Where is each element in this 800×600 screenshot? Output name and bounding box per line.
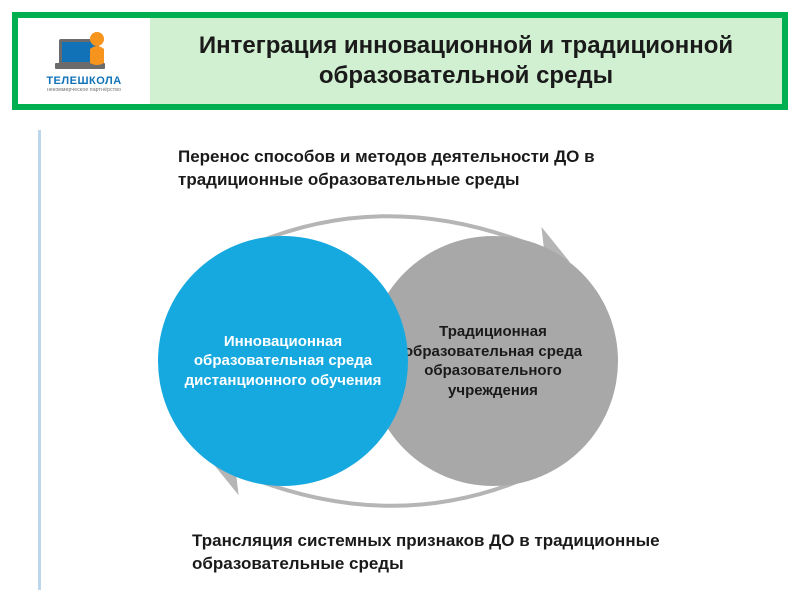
venn-circle-innovative: Инновационная образовательная среда дист… [158,236,408,486]
logo-subtitle: некоммерческое партнёрство [47,87,121,93]
venn-left-label: Инновационная образовательная среда дист… [182,332,384,391]
logo: ТЕЛЕШКОЛА некоммерческое партнёрство [18,18,150,104]
venn-right-label: Традиционная образовательная среда образ… [392,322,594,400]
venn-diagram: Инновационная образовательная среда дист… [140,200,650,520]
side-accent-line [38,130,41,590]
page-title: Интеграция инновационной и традиционной … [162,31,770,91]
logo-brand: ТЕЛЕШКОЛА [46,75,121,87]
bottom-caption: Трансляция системных признаков ДО в трад… [192,530,732,576]
top-caption: Перенос способов и методов деятельности … [178,146,718,192]
laptop-person-icon [49,29,119,73]
header: ТЕЛЕШКОЛА некоммерческое партнёрство Инт… [12,12,788,110]
title-container: Интеграция инновационной и традиционной … [150,18,782,104]
